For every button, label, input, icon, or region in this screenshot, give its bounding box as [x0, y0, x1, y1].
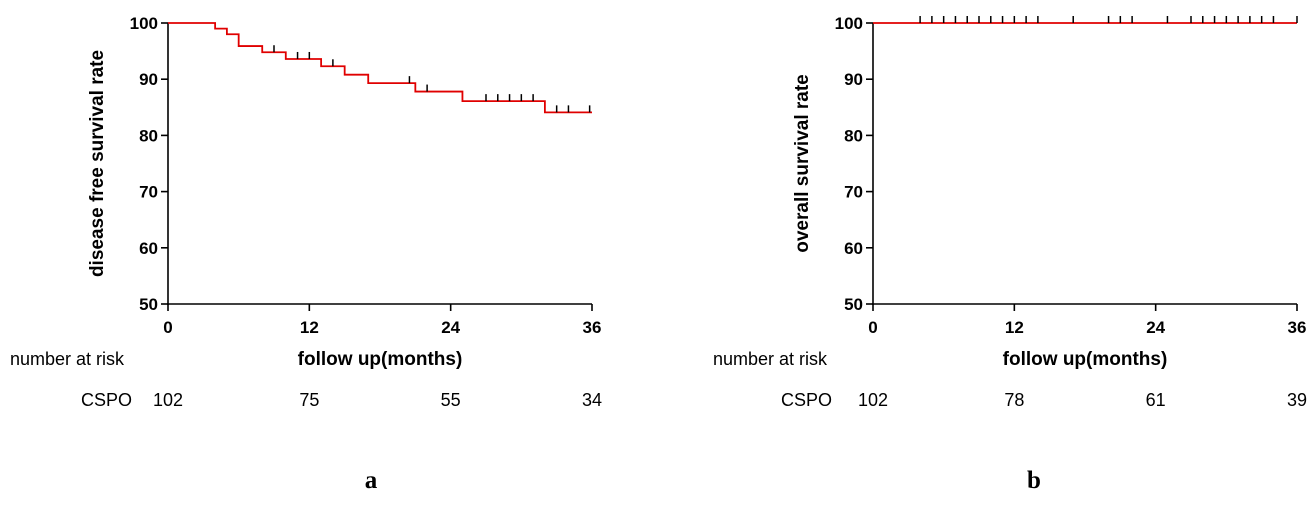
risk-count: 75	[299, 390, 319, 410]
x-tick-label: 0	[868, 318, 877, 337]
risk-count: 102	[858, 390, 888, 410]
risk-group-label: CSPO	[81, 390, 132, 410]
y-tick-label: 100	[130, 14, 158, 33]
y-tick-label: 100	[835, 14, 863, 33]
survival-curve	[168, 22, 592, 114]
y-axis-label: disease free survival rate	[87, 50, 108, 277]
x-tick-label: 36	[583, 318, 602, 337]
y-tick-label: 50	[844, 295, 863, 314]
y-tick-label: 80	[139, 126, 158, 145]
risk-count: 39	[1287, 390, 1307, 410]
y-axis-label: overall survival rate	[792, 74, 813, 253]
x-tick-label: 24	[1146, 318, 1165, 337]
y-tick-label: 70	[139, 183, 158, 202]
x-tick-label: 24	[441, 318, 460, 337]
risk-table-title: number at risk	[10, 349, 125, 369]
x-axis-label: follow up(months)	[1003, 349, 1168, 370]
y-tick-label: 60	[139, 239, 158, 258]
y-tick-label: 90	[844, 70, 863, 89]
y-tick-label: 90	[139, 70, 158, 89]
x-axis-label: follow up(months)	[298, 349, 463, 370]
risk-count: 61	[1146, 390, 1166, 410]
y-tick-label: 50	[139, 295, 158, 314]
y-tick-label: 70	[844, 183, 863, 202]
risk-group-label: CSPO	[781, 390, 832, 410]
panel-label: b	[1027, 467, 1041, 494]
x-tick-label: 36	[1288, 318, 1307, 337]
risk-count: 78	[1004, 390, 1024, 410]
panel-label: a	[365, 467, 378, 494]
risk-count: 55	[441, 390, 461, 410]
x-tick-label: 12	[300, 318, 319, 337]
x-tick-label: 0	[163, 318, 172, 337]
y-tick-label: 60	[844, 239, 863, 258]
y-tick-label: 80	[844, 126, 863, 145]
risk-table-title: number at risk	[713, 349, 828, 369]
x-tick-label: 12	[1005, 318, 1024, 337]
risk-count: 102	[153, 390, 183, 410]
risk-count: 34	[582, 390, 602, 410]
